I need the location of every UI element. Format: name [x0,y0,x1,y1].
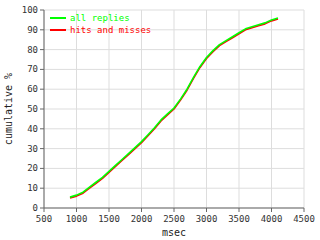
y-tick-label: 60 [27,84,38,94]
lines [70,18,278,198]
y-grid-line [44,49,304,50]
x-tick [206,208,207,212]
y-tick [40,148,44,149]
y-tick [40,188,44,189]
x-tick [304,208,305,212]
x-tick-label: 2500 [163,214,185,224]
x-tick-label: 4000 [261,214,283,224]
y-grid-line [44,188,304,189]
legend-label: hits and misses [70,25,151,35]
x-tick-label: 3000 [196,214,218,224]
y-grid-line [44,128,304,129]
x-tick [109,208,110,212]
y-grid-line [44,10,304,11]
y-grid-line [44,69,304,70]
y-tick-label: 20 [27,163,38,173]
x-axis-line [44,208,304,209]
x-tick-label: 3500 [228,214,250,224]
y-tick [40,208,44,209]
x-tick [141,208,142,212]
x-tick [174,208,175,212]
chart: 500 1000 1500 2000 2500 3000 3500 4000 4500 0 10 20… [0,0,320,240]
y-tick-label: 0 [33,203,38,213]
y-tick-label: 40 [27,124,38,134]
y-tick-label: 100 [22,5,38,15]
legend-swatch [50,17,66,19]
y-grid-line [44,148,304,149]
y-grid-line [44,168,304,169]
x-tick-label: 4500 [293,214,315,224]
y-tick [40,168,44,169]
y-tick [40,69,44,70]
y-tick-label: 90 [27,25,38,35]
grid [44,10,304,208]
x-tick [76,208,77,212]
x-tick [44,208,45,212]
y-grid-line [44,208,304,209]
x-tick-label: 1000 [66,214,88,224]
legend-label: all replies [70,13,130,23]
y-tick [40,49,44,50]
x-tick-label: 500 [36,214,52,224]
y-tick-label: 50 [27,104,38,114]
y-tick-label: 70 [27,64,38,74]
x-tick-label: 2000 [131,214,153,224]
x-axis-label: msec [162,227,186,238]
y-tick [40,128,44,129]
y-tick [40,29,44,30]
series-line [70,18,278,197]
y-tick [40,89,44,90]
x-tick-label: 1500 [98,214,120,224]
y-tick [40,10,44,11]
legend: all replies hits and misses [50,13,151,35]
x-grid-line [44,10,45,208]
x-tick [271,208,272,212]
y-tick-label: 10 [27,183,38,193]
axes: 500 1000 1500 2000 2500 3000 3500 4000 4500 0 10 20… [22,5,315,224]
y-axis-label: cumulative % [3,73,14,145]
x-tick [239,208,240,212]
y-grid-line [44,89,304,90]
y-tick-label: 30 [27,144,38,154]
y-tick [40,109,44,110]
legend-swatch [50,29,66,31]
series-line [70,19,278,198]
y-tick-label: 80 [27,45,38,55]
y-axis-line [44,10,45,208]
